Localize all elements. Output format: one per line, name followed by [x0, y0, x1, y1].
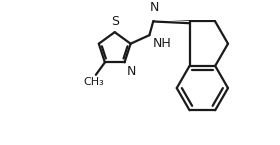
Text: N: N [150, 1, 159, 14]
Text: S: S [111, 15, 119, 28]
Text: CH₃: CH₃ [84, 77, 104, 87]
Text: NH: NH [153, 37, 172, 50]
Text: N: N [127, 65, 136, 78]
